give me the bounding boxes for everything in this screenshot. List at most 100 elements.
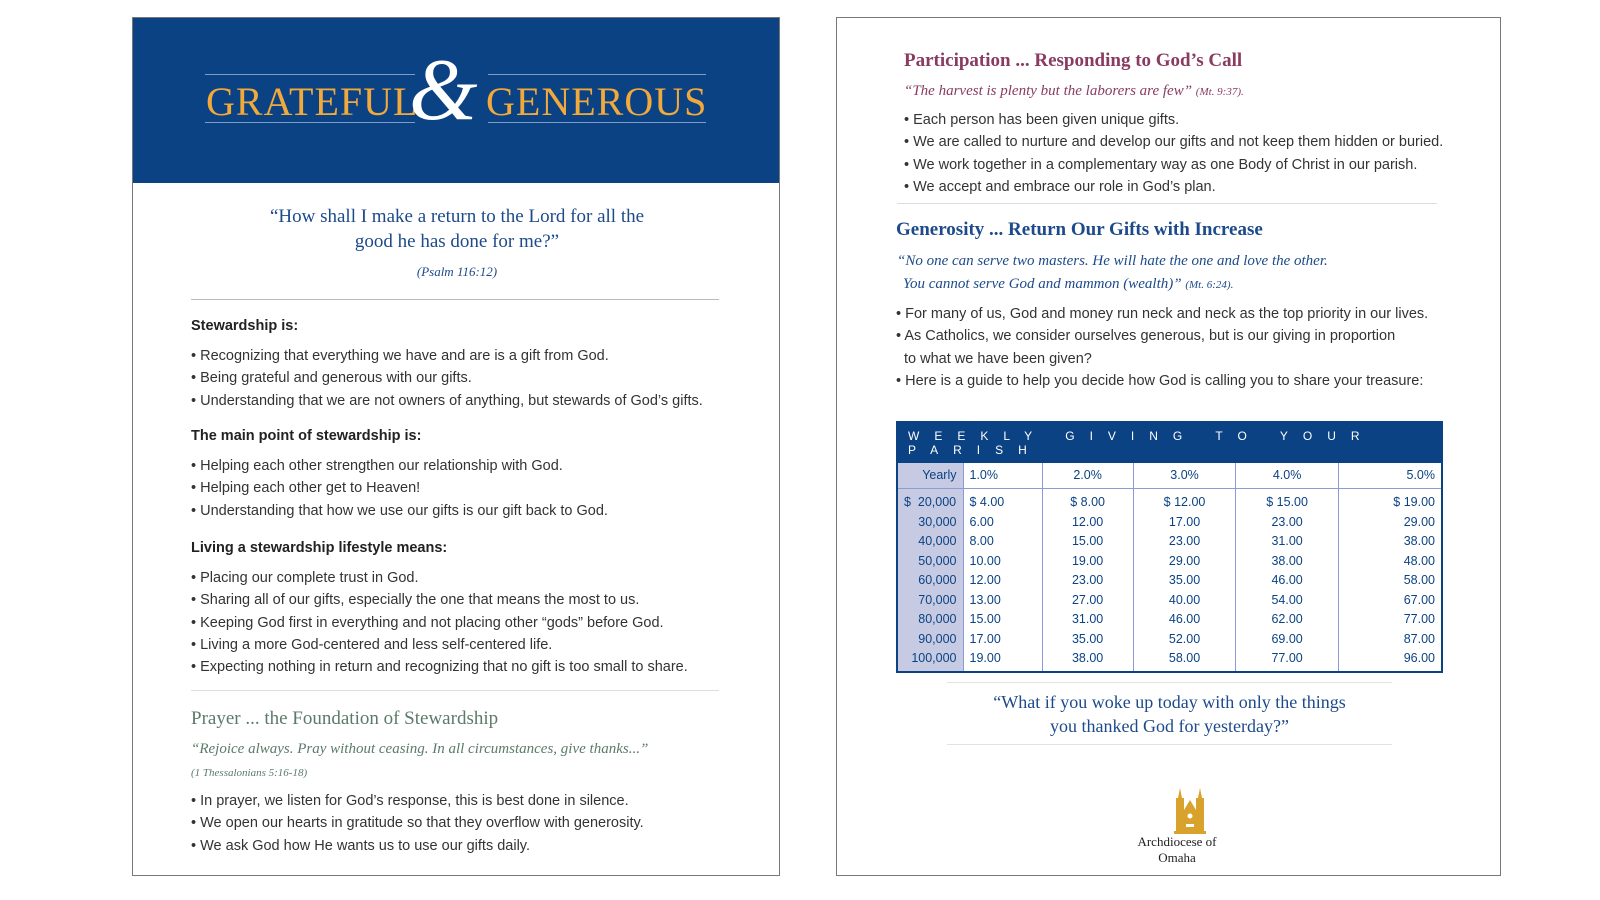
weekly-amount-cell: 15.00 <box>1041 531 1134 551</box>
left-page: GRATEFUL & GENEROUS “How shall I make a … <box>132 17 780 876</box>
list-item: Helping each other strengthen our relati… <box>191 455 608 477</box>
weekly-amount-cell: 67.00 <box>1337 590 1442 610</box>
weekly-amount-cell: 96.00 <box>1337 648 1442 672</box>
weekly-amount-cell: 23.00 <box>1132 531 1236 551</box>
list-item: to what we have been given? <box>904 350 1092 367</box>
table-row: 70,000 13.00 27.00 40.00 54.00 67.00 <box>897 590 1442 610</box>
table-row: 100,000 19.00 38.00 58.00 77.00 96.00 <box>897 648 1442 672</box>
right-page: Participation ... Responding to God’s Ca… <box>836 17 1501 876</box>
yearly-income-cell: 100,000 <box>897 648 963 672</box>
weekly-amount-cell: 38.00 <box>1235 551 1339 571</box>
bullet-list: Each person has been given unique gifts.… <box>904 109 1443 198</box>
weekly-amount-cell: 12.00 <box>1041 512 1134 532</box>
list-item: Understanding that how we use our gifts … <box>191 500 608 522</box>
weekly-amount-cell: 52.00 <box>1132 629 1236 649</box>
weekly-amount-cell: 40.00 <box>1132 590 1236 610</box>
yearly-income-cell: 60,000 <box>897 570 963 590</box>
weekly-amount-cell: 31.00 <box>1041 609 1134 629</box>
weekly-amount-cell: 27.00 <box>1041 590 1134 610</box>
divider <box>191 299 719 300</box>
weekly-amount-cell: 69.00 <box>1235 629 1339 649</box>
list-item: Keeping God first in everything and not … <box>191 612 688 634</box>
table-row: 30,000 6.00 12.00 17.00 23.00 29.00 <box>897 512 1442 532</box>
table-header-row: Yearly 1.0% 2.0% 3.0% 4.0% 5.0% <box>897 463 1442 489</box>
weekly-amount-cell: $ 19.00 <box>1337 488 1442 512</box>
section-heading: Stewardship is: <box>191 318 299 334</box>
psalm-quote: “How shall I make a return to the Lord f… <box>269 206 645 252</box>
list-item: As Catholics, we consider ourselves gene… <box>896 325 1428 347</box>
table-row: 50,000 10.00 19.00 29.00 38.00 48.00 <box>897 551 1442 571</box>
weekly-amount-cell: 19.00 <box>962 648 1042 672</box>
weekly-amount-cell: $ 4.00 <box>962 488 1042 512</box>
list-item: Sharing all of our gifts, especially the… <box>191 589 688 611</box>
bullet-list: Placing our complete trust in God.Sharin… <box>191 567 688 678</box>
weekly-amount-cell: 54.00 <box>1235 590 1339 610</box>
weekly-amount-cell: 29.00 <box>1132 551 1236 571</box>
weekly-amount-cell: 87.00 <box>1337 629 1442 649</box>
generosity-quote: “No one can serve two masters. He will h… <box>897 253 1328 292</box>
weekly-amount-cell: 48.00 <box>1337 551 1442 571</box>
weekly-giving-table: WEEKLY GIVING TO YOUR PARISH Yearly 1.0%… <box>896 421 1443 673</box>
weekly-amount-cell: 77.00 <box>1235 648 1339 672</box>
yearly-income-cell: 90,000 <box>897 629 963 649</box>
list-item: We are called to nurture and develop our… <box>904 131 1443 153</box>
weekly-amount-cell: 17.00 <box>1132 512 1236 532</box>
participation-quote: “The harvest is plenty but the laborers … <box>904 83 1244 99</box>
title-word-grateful: GRATEFUL <box>206 79 419 124</box>
list-item: Placing our complete trust in God. <box>191 567 688 589</box>
title-word-generous: GENEROUS <box>486 79 708 124</box>
weekly-amount-cell: 19.00 <box>1041 551 1134 571</box>
weekly-amount-cell: 23.00 <box>1235 512 1339 532</box>
weekly-amount-cell: 38.00 <box>1337 531 1442 551</box>
prayer-heading: Prayer ... the Foundation of Stewardship <box>191 708 499 729</box>
divider <box>947 682 1392 683</box>
table-row: 40,000 8.00 15.00 23.00 31.00 38.00 <box>897 531 1442 551</box>
yearly-income-cell: 70,000 <box>897 590 963 610</box>
generosity-heading: Generosity ... Return Our Gifts with Inc… <box>896 219 1263 240</box>
list-item: We work together in a complementary way … <box>904 154 1443 176</box>
weekly-amount-cell: 13.00 <box>962 590 1042 610</box>
yearly-income-cell: 40,000 <box>897 531 963 551</box>
table-row: 60,000 12.00 23.00 35.00 46.00 58.00 <box>897 570 1442 590</box>
section-heading: The main point of stewardship is: <box>191 428 422 444</box>
list-item: We accept and embrace our role in God’s … <box>904 176 1443 198</box>
weekly-amount-cell: 6.00 <box>962 512 1042 532</box>
weekly-amount-cell: 31.00 <box>1235 531 1339 551</box>
divider <box>947 744 1392 745</box>
title-ampersand: & <box>409 42 478 139</box>
participation-heading: Participation ... Responding to God’s Ca… <box>904 50 1243 71</box>
yearly-income-cell: 80,000 <box>897 609 963 629</box>
weekly-amount-cell: $ 8.00 <box>1041 488 1134 512</box>
weekly-amount-cell: 58.00 <box>1132 648 1236 672</box>
weekly-amount-cell: 23.00 <box>1041 570 1134 590</box>
list-item: Understanding that we are not owners of … <box>191 390 703 412</box>
title-banner: GRATEFUL & GENEROUS <box>133 18 779 183</box>
weekly-amount-cell: 38.00 <box>1041 648 1134 672</box>
weekly-amount-cell: 46.00 <box>1235 570 1339 590</box>
yearly-income-cell: 50,000 <box>897 551 963 571</box>
weekly-amount-cell: 29.00 <box>1337 512 1442 532</box>
bullet-list: Recognizing that everything we have and … <box>191 345 703 412</box>
list-item: We open our hearts in gratitude so that … <box>191 812 644 834</box>
weekly-amount-cell: $ 12.00 <box>1132 488 1236 512</box>
section-heading: Living a stewardship lifestyle means: <box>191 540 448 556</box>
cathedral-icon <box>1174 788 1206 834</box>
weekly-amount-cell: 77.00 <box>1337 609 1442 629</box>
table-title: WEEKLY GIVING TO YOUR PARISH <box>897 422 1442 463</box>
bullet-list: In prayer, we listen for God’s response,… <box>191 790 644 857</box>
divider <box>897 203 1437 204</box>
bullet-list: Helping each other strengthen our relati… <box>191 455 608 522</box>
weekly-amount-cell: 46.00 <box>1132 609 1236 629</box>
weekly-amount-cell: 35.00 <box>1132 570 1236 590</box>
bullet-list: For many of us, God and money run neck a… <box>896 303 1428 392</box>
yearly-income-cell: $ 20,000 <box>897 488 963 512</box>
list-item: Each person has been given unique gifts. <box>904 109 1443 131</box>
weekly-amount-cell: 15.00 <box>962 609 1042 629</box>
list-item: For many of us, God and money run neck a… <box>896 303 1428 325</box>
weekly-amount-cell: 8.00 <box>962 531 1042 551</box>
weekly-amount-cell: 17.00 <box>962 629 1042 649</box>
list-item: Living a more God-centered and less self… <box>191 634 688 656</box>
weekly-amount-cell: 62.00 <box>1235 609 1339 629</box>
prayer-citation: (1 Thessalonians 5:16-18) <box>191 767 308 779</box>
archdiocese-logo-text: Archdiocese of Omaha <box>1137 834 1217 865</box>
